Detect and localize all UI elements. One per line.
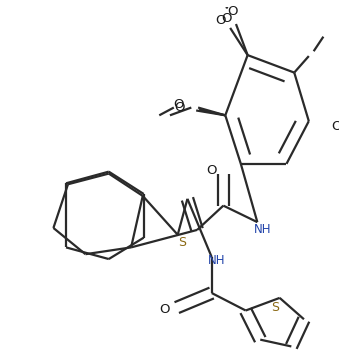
Text: O: O [174, 98, 184, 111]
Text: O: O [206, 164, 217, 177]
Text: NH: NH [208, 254, 225, 268]
Text: O: O [159, 303, 170, 316]
Text: S: S [179, 236, 186, 249]
Text: O: O [331, 119, 339, 132]
Text: O: O [215, 14, 226, 27]
Text: O: O [221, 12, 232, 25]
Text: NH: NH [254, 223, 271, 236]
Text: O: O [174, 101, 185, 114]
Text: O: O [227, 5, 237, 18]
Text: S: S [271, 301, 279, 314]
